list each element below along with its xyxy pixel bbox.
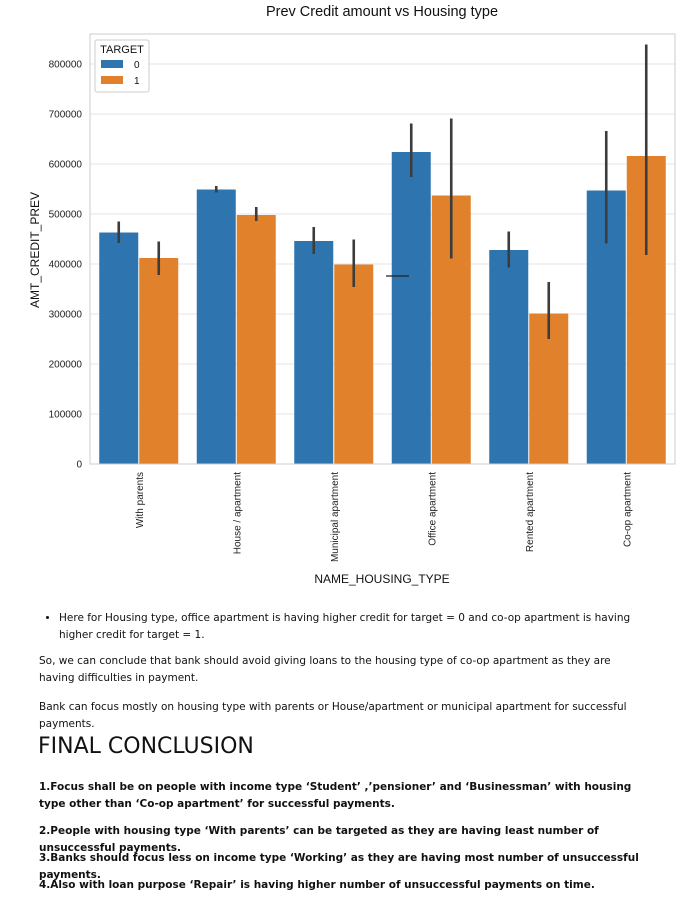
paragraph-conclusion: So, we can conclude that bank should avo… [39, 655, 611, 684]
y-tick-label: 800000 [49, 60, 83, 71]
conclusion-item-1: 1.Focus shall be on people with income t… [39, 781, 632, 810]
bar-1-0 [139, 258, 179, 464]
legend-label-0: 0 [134, 60, 140, 71]
plot-frame [89, 33, 676, 465]
x-tick-label: House / apartment [232, 472, 243, 554]
x-tick-label: Co-op apartment [622, 472, 633, 547]
y-tick-label: 0 [76, 460, 82, 471]
y-tick-label: 100000 [49, 410, 83, 421]
legend-label-1: 1 [134, 76, 140, 87]
bar-0-2 [294, 241, 334, 464]
paragraph-focus: Bank can focus mostly on housing type wi… [39, 701, 627, 730]
y-tick-label: 700000 [49, 110, 83, 121]
y-tick-label: 300000 [49, 310, 83, 321]
y-tick-label: 400000 [49, 260, 83, 271]
legend-title: TARGET [100, 44, 144, 56]
legend: TARGET 0 1 [94, 39, 150, 93]
bar-0-0 [99, 232, 139, 464]
bar-1-1 [236, 215, 276, 464]
x-tick-label: Office apartment [427, 472, 438, 546]
bar-0-3 [391, 152, 431, 464]
chart-title: Prev Credit amount vs Housing type [266, 4, 498, 20]
bar-1-2 [334, 264, 374, 464]
y-tick-label: 200000 [49, 360, 83, 371]
legend-swatch-0 [101, 60, 123, 68]
bar-0-4 [489, 250, 529, 464]
y-tick-label: 500000 [49, 210, 83, 221]
x-tick-label: With parents [135, 472, 146, 528]
conclusion-item-4: 4.Also with loan purpose ‘Repair’ is hav… [39, 879, 595, 891]
bullet-list: Here for Housing type, office apartment … [45, 610, 645, 644]
x-tick-label: Municipal apartment [330, 472, 341, 562]
x-axis-label: NAME_HOUSING_TYPE [314, 572, 449, 586]
bullet-item: Here for Housing type, office apartment … [59, 610, 645, 644]
legend-swatch-1 [101, 76, 123, 84]
conclusion-item-3: 3.Banks should focus less on income type… [39, 852, 639, 881]
bar-chart: Prev Credit amount vs Housing type AMT_C… [28, 4, 676, 586]
bar-0-1 [196, 189, 236, 464]
y-tick-label: 600000 [49, 160, 83, 171]
conclusion-item-2: 2.People with housing type ‘With parents… [39, 825, 599, 854]
y-axis-label: AMT_CREDIT_PREV [28, 192, 42, 308]
final-conclusion-heading: FINAL CONCLUSION [38, 734, 254, 759]
x-tick-label: Rented apartment [525, 472, 536, 552]
